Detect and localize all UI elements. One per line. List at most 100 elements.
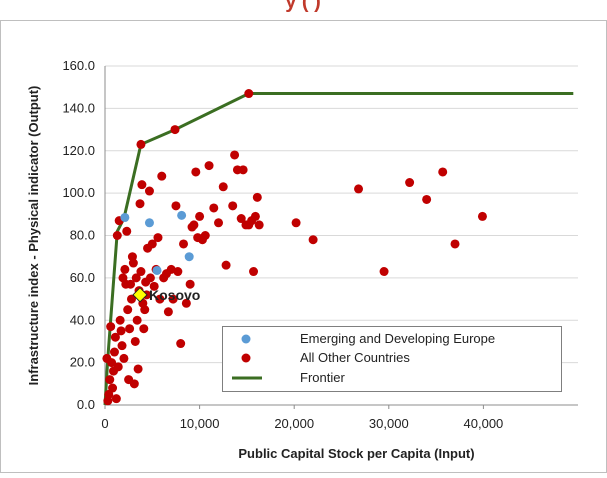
point-other-country [230,150,240,160]
point-other-country [168,294,178,304]
y-tick-label: 0.0 [77,397,95,412]
point-other-country [117,341,127,351]
point-other-country [163,307,173,317]
point-other-country [191,167,201,177]
point-other-country [145,273,155,283]
point-other-country [135,199,145,209]
kosovo-marker [132,287,148,303]
point-other-country [308,235,318,245]
point-other-country [185,279,195,289]
point-other-country [105,375,115,385]
point-other-country [126,294,136,304]
point-other-country [136,267,146,277]
point-other-country [250,211,260,221]
x-tick-label: 30,000 [369,416,409,431]
point-other-country [155,294,165,304]
point-other-country [107,358,117,368]
x-tick-label: 20,000 [274,416,314,431]
point-other-country [176,339,186,349]
point-other-country [214,218,224,228]
point-other-country [123,305,133,315]
x-tick-label: 10,000 [180,416,220,431]
point-other-country [110,332,120,342]
point-other-country [130,336,140,346]
point-other-country [116,326,126,336]
axes [104,66,578,409]
legend-marker-emerging [241,334,251,344]
point-other-country [173,267,183,277]
point-other-country [200,231,210,240]
others-series [102,89,487,406]
y-tick-label: 140.0 [62,100,95,115]
chart-title-fragment: y ( ) [285,0,321,13]
point-other-country [228,201,238,211]
x-tick-label: 0 [101,416,108,431]
point-other-country [236,214,246,224]
point-other-country [125,324,135,334]
point-other-country [144,186,154,196]
y-tick-label: 160.0 [62,58,95,73]
y-tick-label: 60.0 [70,270,95,285]
point-other-country [133,364,143,374]
point-other-country [137,180,147,190]
point-other-country [244,89,254,99]
y-tick-label: 20.0 [70,355,95,370]
y-tick-label: 40.0 [70,312,95,327]
point-other-country [120,264,130,274]
point-other-country [119,353,129,363]
frontier-line [103,92,574,406]
point-emerging-europe [184,252,194,262]
point-emerging-europe [120,212,130,222]
emerging-series [120,210,194,275]
point-other-country [122,226,132,236]
point-other-country [140,305,150,315]
x-tick-label: 40,000 [464,416,504,431]
point-other-country [179,239,189,249]
point-other-country [170,125,180,135]
kosovo-label: Kosovo [149,287,200,303]
point-other-country [111,394,121,404]
legend: Emerging and Developing Europe All Other… [222,326,562,392]
point-other-country [204,161,214,171]
legend-label-others: All Other Countries [300,350,410,365]
point-other-country [171,201,181,211]
point-other-country [109,347,119,357]
y-tick-label: 120.0 [62,143,95,158]
y-tick-label: 80.0 [70,228,95,243]
y-axis-label: Infrastructure index - Physical indicato… [26,86,41,386]
legend-box [222,326,562,392]
point-emerging-europe [152,265,162,275]
point-other-country [221,260,231,270]
point-other-country [291,218,301,228]
point-other-country [112,231,122,240]
point-other-country [129,379,139,389]
point-other-country [139,324,149,334]
point-other-country [115,315,125,325]
legend-marker-others [241,353,251,363]
point-other-country [113,362,123,372]
point-other-country [450,239,460,249]
point-other-country [126,279,136,289]
point-other-country [189,220,199,230]
point-other-country [181,298,191,308]
point-other-country [379,267,389,277]
point-other-country [106,322,116,332]
point-other-country [136,139,146,149]
point-other-country [422,194,432,204]
annotations: Kosovo [132,287,200,303]
point-other-country [149,281,159,291]
point-emerging-europe [144,218,154,228]
y-tick-labels: 0.0 20.0 40.0 60.0 80.0 100.0 120.0 140.0 160.0 [62,58,95,412]
point-other-country [132,315,142,325]
legend-label-frontier: Frontier [300,370,345,385]
x-axis-label: Public Capital Stock per Capita (Input) [238,446,474,461]
point-other-country [209,203,219,213]
point-other-country [131,273,141,283]
point-other-country [249,267,259,277]
point-other-country [128,258,138,268]
point-other-country [195,211,205,221]
point-other-country [254,220,264,230]
point-other-country [147,239,157,249]
